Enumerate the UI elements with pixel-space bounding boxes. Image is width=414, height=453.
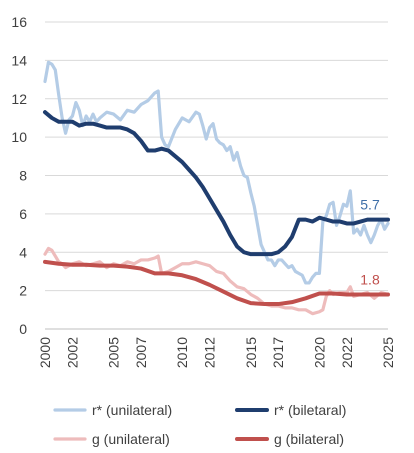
legend: r* (unilateral) r* (biletaral) g (unilater…	[53, 402, 346, 447]
y-tick-label: 6	[19, 206, 27, 222]
x-tick-label: 2002	[64, 337, 80, 368]
y-tick-label: 4	[19, 244, 27, 260]
y-tick-label: 2	[19, 283, 27, 299]
series-lines	[43, 60, 390, 316]
series-line-g-unilateral	[43, 246, 390, 316]
series-line-g-bilateral	[43, 259, 390, 307]
legend-label: g (unilateral)	[92, 431, 170, 447]
y-tick-label: 0	[19, 321, 27, 337]
y-tick-label: 10	[11, 129, 27, 145]
legend-item-g-bilateral: g (bilateral)	[235, 431, 344, 447]
data-label-g-bilateral: 1.8	[360, 271, 380, 287]
grid-lines	[45, 21, 388, 292]
x-tick-label: 2007	[133, 337, 149, 368]
legend-label: r* (biletaral)	[274, 402, 346, 418]
legend-label: g (bilateral)	[274, 431, 344, 447]
legend-item-g-unilateral: g (unilateral)	[53, 431, 170, 447]
y-tick-label: 12	[11, 91, 27, 107]
x-tick-label: 2010	[174, 337, 190, 368]
x-tick-label: 2017	[270, 337, 286, 368]
x-tick-label: 2022	[339, 337, 355, 368]
x-tick-label: 2000	[37, 337, 53, 368]
series-line-r-unilateral	[43, 60, 390, 285]
axes: 0 2 4 6 8 10 12 14 16 2000 2002 2005 2007 2010 2012 201…	[11, 14, 396, 368]
legend-label: r* (unilateral)	[92, 402, 172, 418]
y-tick-label: 16	[11, 14, 27, 30]
series-line-r-biletaral	[43, 110, 390, 257]
data-labels: 5.7 1.8	[360, 197, 380, 288]
x-tick-label: 2012	[202, 337, 218, 368]
x-tick-label: 2025	[380, 337, 396, 368]
legend-item-r-biletaral: r* (biletaral)	[235, 402, 346, 418]
x-tick-label: 2015	[243, 337, 259, 368]
y-tick-label: 14	[11, 52, 27, 68]
x-tick-label: 2005	[106, 337, 122, 368]
legend-item-r-unilateral: r* (unilateral)	[53, 402, 172, 418]
data-label-r-biletaral: 5.7	[360, 197, 380, 213]
y-tick-label: 8	[19, 168, 27, 184]
x-tick-label: 2020	[311, 337, 327, 368]
